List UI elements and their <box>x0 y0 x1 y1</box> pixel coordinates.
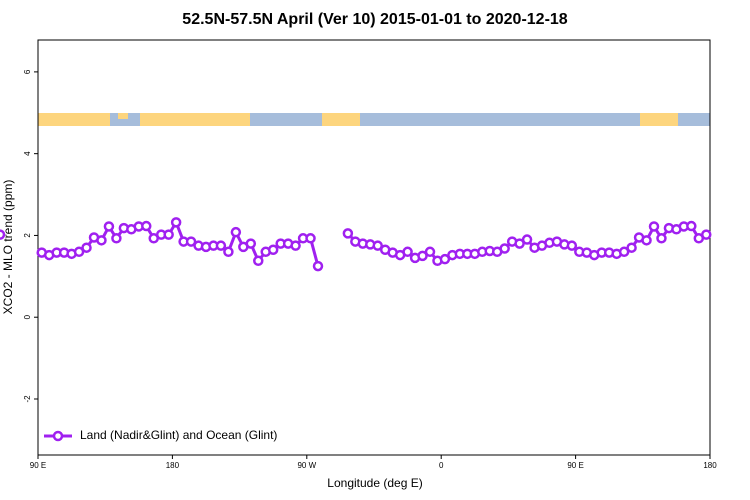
data-point <box>290 240 301 251</box>
data-point <box>245 238 257 249</box>
data-point <box>230 226 242 238</box>
data-point <box>372 240 383 251</box>
data-point <box>499 243 510 254</box>
data-point <box>648 221 660 232</box>
data-point <box>686 220 697 232</box>
y-tick-label: -2 <box>23 395 32 403</box>
data-point <box>312 260 324 272</box>
data-point <box>402 246 413 258</box>
x-tick-label: 0 <box>439 461 444 470</box>
data-point <box>223 246 234 258</box>
data-point <box>253 255 264 267</box>
x-tick-label: 90 E <box>567 461 583 470</box>
data-point <box>170 217 182 228</box>
data-point <box>111 233 122 244</box>
data-point <box>521 234 533 245</box>
legend-label: Land (Nadir&Glint) and Ocean (Glint) <box>80 428 277 442</box>
data-point <box>73 246 85 258</box>
data-point <box>215 240 227 251</box>
data-point <box>163 229 174 240</box>
data-point <box>514 238 525 249</box>
data-point <box>0 229 6 240</box>
data-point <box>618 246 630 258</box>
x-tick-label: 180 <box>703 461 717 470</box>
data-point <box>342 228 354 239</box>
data-point <box>701 229 712 240</box>
x-tick-label: 180 <box>166 461 180 470</box>
data-point <box>439 253 451 265</box>
y-tick-label: 4 <box>23 151 32 156</box>
data-point <box>424 246 436 258</box>
data-point <box>96 235 107 246</box>
y-tick-label: 2 <box>23 233 32 238</box>
x-tick-label: 90 W <box>297 461 316 470</box>
data-point <box>141 220 152 232</box>
data-point <box>81 242 92 253</box>
y-tick-label: 6 <box>23 69 32 74</box>
y-tick-label: 0 <box>23 314 32 319</box>
data-point <box>305 233 316 244</box>
x-axis-label: Longitude (deg E) <box>327 476 422 490</box>
y-axis-label: XCO2 - MLO trend (ppm) <box>1 180 15 315</box>
land-ocean-strip <box>38 113 710 126</box>
data-point <box>566 240 578 251</box>
data-point <box>417 250 428 262</box>
data-point <box>103 221 115 232</box>
legend-marker <box>52 430 64 442</box>
plot-frame <box>37 39 711 456</box>
data-point <box>267 244 279 255</box>
data-point <box>641 235 652 246</box>
data-point <box>185 236 197 247</box>
data-point <box>656 233 667 244</box>
data-point <box>626 242 637 253</box>
chart-title: 52.5N-57.5N April (Ver 10) 2015-01-01 to… <box>182 11 568 28</box>
x-tick-label: 90 E <box>30 461 46 470</box>
